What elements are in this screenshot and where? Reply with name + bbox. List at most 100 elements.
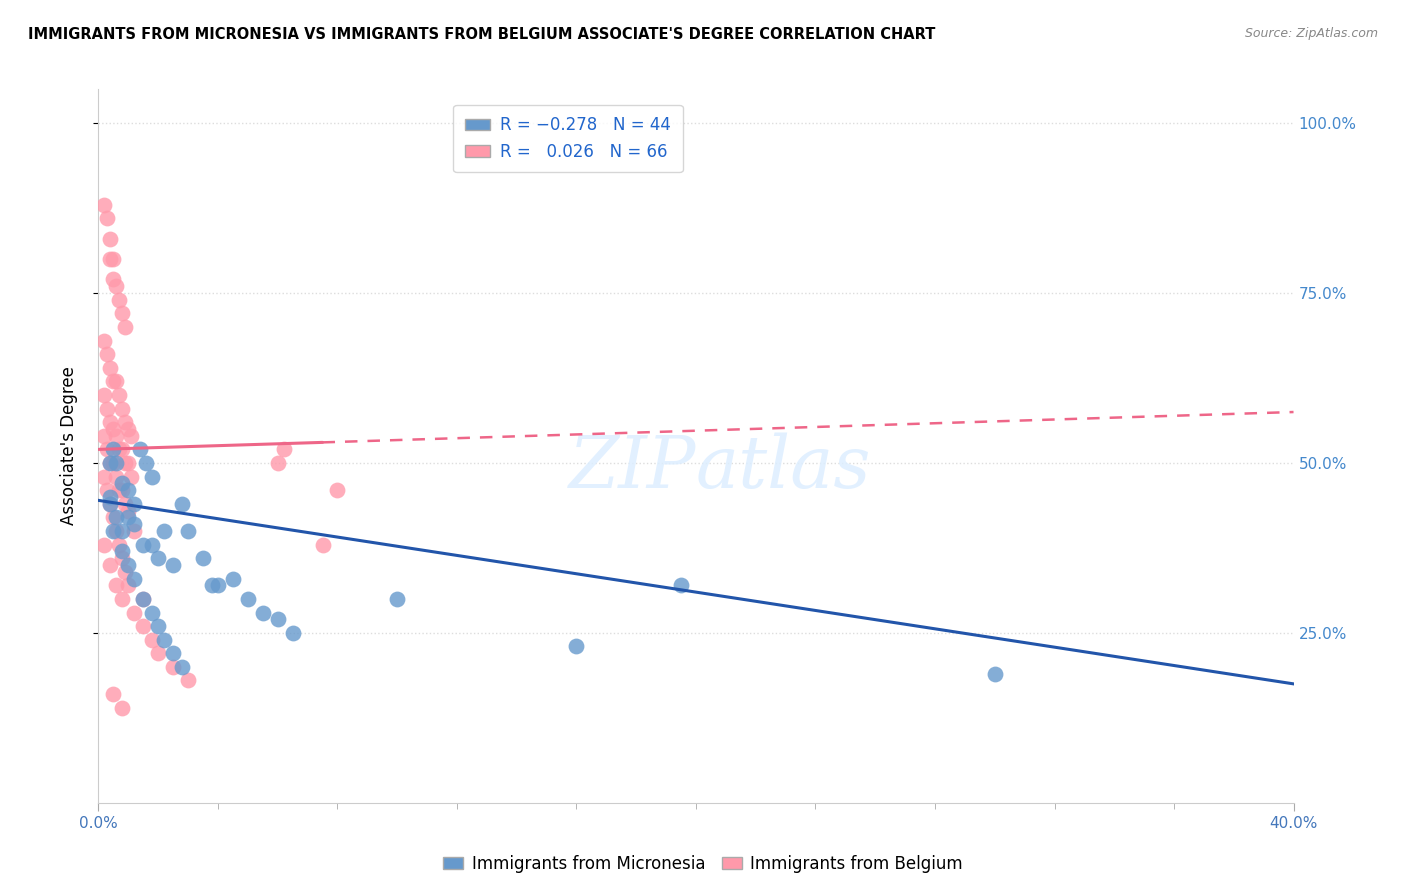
Point xyxy=(103,252,125,266)
Point xyxy=(108,388,131,402)
Point xyxy=(103,510,125,524)
Point xyxy=(162,660,184,674)
Point xyxy=(93,198,115,212)
Text: Source: ZipAtlas.com: Source: ZipAtlas.com xyxy=(1244,27,1378,40)
Point xyxy=(153,632,176,647)
Point xyxy=(267,612,290,626)
Point xyxy=(103,442,125,457)
Point xyxy=(132,591,155,606)
Point xyxy=(281,626,304,640)
Point xyxy=(124,497,146,511)
Point xyxy=(111,700,134,714)
Point xyxy=(252,606,274,620)
Point xyxy=(105,375,128,389)
Point xyxy=(98,456,122,470)
Point xyxy=(105,429,128,443)
Point xyxy=(129,442,152,457)
Point xyxy=(98,490,122,504)
Point xyxy=(124,572,146,586)
Point xyxy=(162,646,184,660)
Point xyxy=(98,415,122,429)
Point xyxy=(124,606,146,620)
Point xyxy=(201,578,224,592)
Point xyxy=(141,606,163,620)
Point xyxy=(117,456,139,470)
Point xyxy=(98,360,122,375)
Point xyxy=(236,591,259,606)
Point xyxy=(177,524,200,538)
Point xyxy=(132,619,155,633)
Point xyxy=(273,442,295,457)
Point xyxy=(98,497,122,511)
Point xyxy=(326,483,349,498)
Point xyxy=(114,497,136,511)
Legend: R = −0.278   N = 44, R =   0.026   N = 66: R = −0.278 N = 44, R = 0.026 N = 66 xyxy=(453,104,682,172)
Point xyxy=(103,456,125,470)
Point xyxy=(105,456,128,470)
Point xyxy=(96,347,118,361)
Point xyxy=(148,619,170,633)
Point xyxy=(177,673,200,688)
Point xyxy=(93,469,115,483)
Point xyxy=(96,211,118,226)
Point xyxy=(98,252,122,266)
Point xyxy=(108,442,131,457)
Point xyxy=(111,551,134,566)
Point xyxy=(103,687,125,701)
Point xyxy=(98,232,122,246)
Point xyxy=(108,483,131,498)
Point xyxy=(141,632,163,647)
Point xyxy=(114,415,136,429)
Point xyxy=(103,272,125,286)
Point xyxy=(111,442,134,457)
Point xyxy=(669,578,692,592)
Point xyxy=(191,551,214,566)
Point xyxy=(117,422,139,436)
Point xyxy=(96,401,118,416)
Point xyxy=(111,401,134,416)
Legend: Immigrants from Micronesia, Immigrants from Belgium: Immigrants from Micronesia, Immigrants f… xyxy=(437,848,969,880)
Point xyxy=(103,422,125,436)
Point xyxy=(148,646,170,660)
Point xyxy=(172,660,194,674)
Point xyxy=(93,429,115,443)
Point xyxy=(565,640,588,654)
Point xyxy=(98,497,122,511)
Point xyxy=(132,591,155,606)
Point xyxy=(117,578,139,592)
Point xyxy=(207,578,229,592)
Point xyxy=(141,537,163,551)
Point xyxy=(105,279,128,293)
Point xyxy=(117,510,139,524)
Point xyxy=(267,456,290,470)
Point xyxy=(93,537,115,551)
Point xyxy=(124,524,146,538)
Point xyxy=(111,483,134,498)
Point xyxy=(103,524,125,538)
Point xyxy=(111,591,134,606)
Point xyxy=(93,334,115,348)
Text: atlas: atlas xyxy=(696,432,872,503)
Point xyxy=(98,558,122,572)
Point xyxy=(120,429,142,443)
Point xyxy=(111,476,134,491)
Point xyxy=(105,524,128,538)
Point xyxy=(108,293,131,307)
Point xyxy=(385,591,409,606)
Point xyxy=(984,666,1007,681)
Point xyxy=(105,578,128,592)
Point xyxy=(117,503,139,517)
Point xyxy=(117,483,139,498)
Point xyxy=(172,497,194,511)
Point xyxy=(132,537,155,551)
Point xyxy=(162,558,184,572)
Point xyxy=(93,388,115,402)
Point xyxy=(153,524,176,538)
Point xyxy=(148,551,170,566)
Point xyxy=(111,524,134,538)
Point xyxy=(98,456,122,470)
Point xyxy=(117,558,139,572)
Point xyxy=(311,537,333,551)
Point xyxy=(141,469,163,483)
Text: IMMIGRANTS FROM MICRONESIA VS IMMIGRANTS FROM BELGIUM ASSOCIATE'S DEGREE CORRELA: IMMIGRANTS FROM MICRONESIA VS IMMIGRANTS… xyxy=(28,27,935,42)
